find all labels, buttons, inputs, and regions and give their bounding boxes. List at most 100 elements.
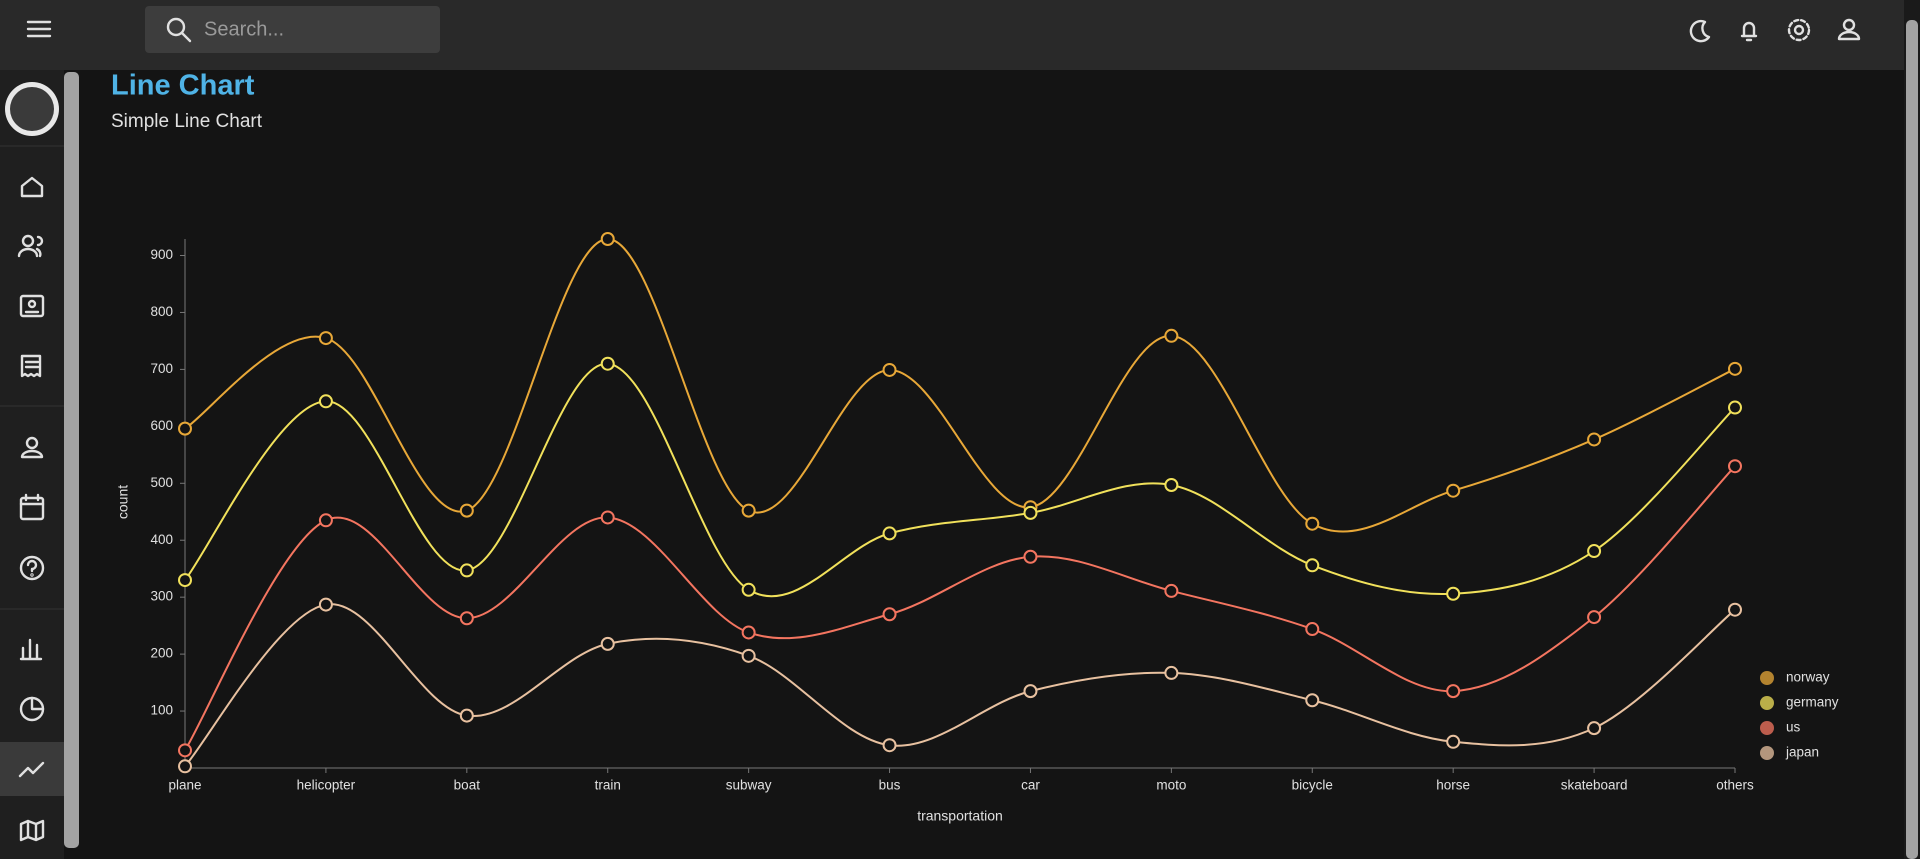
data-point [600, 636, 615, 651]
y-tick-label: 100 [150, 703, 173, 718]
legend-label: japan [1785, 745, 1819, 760]
data-point [1023, 684, 1038, 699]
sidebar-scrollbar[interactable] [64, 72, 79, 848]
data-point [741, 503, 756, 518]
data-point [1587, 432, 1602, 447]
data-point [882, 738, 897, 753]
series-line [184, 603, 1736, 767]
data-point [318, 597, 333, 612]
x-tick-label: others [1716, 778, 1754, 793]
y-tick-label: 400 [150, 532, 173, 547]
data-point [459, 611, 474, 626]
x-tick-label: boat [454, 778, 481, 793]
series-line [184, 465, 1736, 751]
data-point [178, 573, 192, 588]
theme-toggle[interactable] [1689, 19, 1711, 43]
nav-selected-bg [0, 742, 64, 796]
search-box[interactable] [145, 6, 440, 53]
data-point [1023, 549, 1038, 564]
data-point [741, 625, 756, 640]
data-point [1164, 665, 1179, 680]
nav-pie-chart[interactable] [19, 696, 45, 722]
nav-profile[interactable] [20, 436, 44, 459]
series-line [184, 237, 1736, 533]
data-point [1728, 400, 1742, 415]
x-tick-label: train [595, 778, 621, 793]
settings-button[interactable] [1787, 18, 1811, 42]
nav-dashboard[interactable] [20, 176, 44, 198]
x-tick-label: plane [168, 778, 201, 793]
y-tick-label: 800 [150, 304, 173, 319]
data-point [600, 232, 615, 246]
data-point [1305, 622, 1320, 637]
data-point [1728, 459, 1742, 474]
data-point [1305, 693, 1320, 708]
x-tick-label: helicopter [297, 778, 356, 793]
data-point [1587, 544, 1602, 559]
data-point [1446, 684, 1461, 699]
chart-title: Line Chart [111, 70, 255, 102]
nav-team[interactable] [17, 234, 44, 258]
sidebar [0, 70, 64, 859]
data-point [1446, 734, 1461, 749]
data-point [1023, 505, 1038, 520]
data-point [318, 331, 333, 346]
page-scrollbar[interactable] [1906, 20, 1918, 859]
x-tick-label: subway [726, 778, 772, 793]
search-icon [166, 17, 192, 43]
notifications-button[interactable] [1740, 21, 1758, 42]
y-tick-label: 200 [150, 646, 173, 661]
y-tick-label: 600 [150, 418, 173, 433]
x-axis-label: transportation [917, 808, 1003, 824]
menu-button[interactable] [26, 20, 52, 38]
data-point [1305, 558, 1320, 573]
data-point [178, 421, 192, 436]
y-tick-label: 700 [150, 361, 173, 376]
data-point [318, 394, 333, 409]
data-point [459, 503, 474, 518]
data-point [1728, 361, 1742, 376]
nav-calendar[interactable] [19, 493, 45, 521]
nav-bar-chart[interactable] [19, 638, 43, 661]
data-point [178, 759, 192, 774]
legend-label: germany [1786, 695, 1839, 710]
nav-geography[interactable] [19, 819, 45, 842]
chart-subtitle: Simple Line Chart [111, 111, 263, 132]
data-point [318, 513, 333, 528]
y-tick-label: 900 [150, 247, 173, 262]
data-point [600, 510, 615, 525]
data-point [178, 743, 192, 758]
data-point [882, 362, 897, 377]
data-point [1305, 516, 1320, 531]
data-point [882, 526, 897, 541]
nav-invoices[interactable] [20, 354, 42, 378]
legend-label: norway [1786, 670, 1830, 685]
data-point [459, 563, 474, 578]
profile-button[interactable] [1837, 18, 1861, 41]
data-point [741, 582, 756, 597]
nav-contacts[interactable] [19, 294, 45, 318]
legend-swatch [1760, 721, 1774, 735]
data-point [882, 607, 897, 622]
search-placeholder: Search... [204, 18, 284, 40]
y-axis-label: count [115, 485, 131, 519]
nav-faq[interactable] [19, 555, 45, 581]
x-tick-label: horse [1436, 778, 1470, 793]
data-point [1164, 583, 1179, 598]
avatar-image [10, 87, 54, 131]
data-point [459, 708, 474, 723]
data-point [741, 648, 756, 663]
data-point [1164, 477, 1179, 492]
x-tick-label: bicycle [1292, 778, 1333, 793]
y-tick-label: 500 [150, 475, 173, 490]
data-point [1446, 586, 1461, 601]
x-tick-label: car [1021, 778, 1040, 793]
nav-line-chart[interactable] [18, 761, 45, 778]
x-tick-label: moto [1156, 778, 1186, 793]
data-point [1587, 721, 1602, 736]
data-point [1164, 328, 1179, 343]
x-tick-label: skateboard [1561, 778, 1628, 793]
legend-swatch [1760, 746, 1774, 760]
